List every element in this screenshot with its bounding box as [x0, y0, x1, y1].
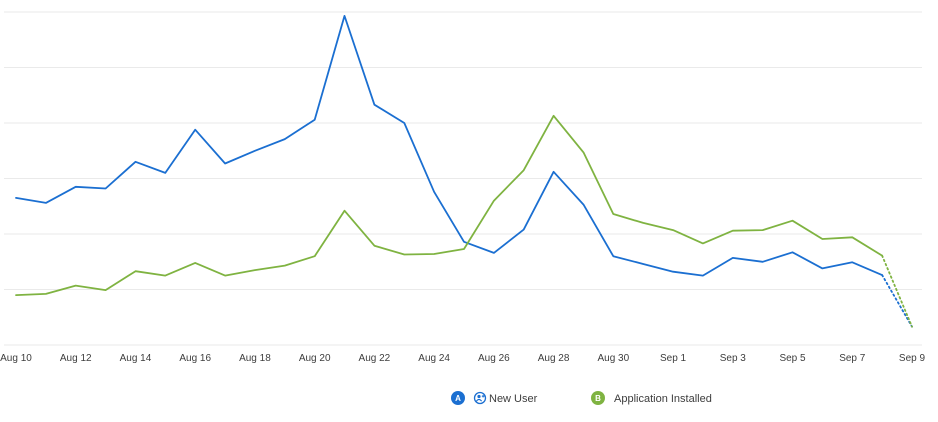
data-point-1-17[interactable]: [521, 167, 527, 173]
data-point-1-5[interactable]: [162, 273, 168, 279]
data-point-0-15[interactable]: [461, 239, 467, 245]
x-tick-label: Aug 12: [60, 353, 92, 364]
data-point-0-25[interactable]: [760, 259, 766, 265]
data-point-0-17[interactable]: [521, 227, 527, 233]
x-tick-label: Sep 3: [720, 353, 747, 364]
legend-item-0[interactable]: A New User: [451, 391, 538, 405]
data-point-0-24[interactable]: [730, 255, 736, 261]
data-point-0-27[interactable]: [819, 265, 825, 271]
x-tick-label: Sep 1: [660, 353, 687, 364]
x-tick-label: Sep 7: [839, 353, 866, 364]
data-point-1-12[interactable]: [371, 243, 377, 249]
x-tick-label: Aug 10: [0, 353, 32, 364]
data-point-1-14[interactable]: [431, 251, 437, 257]
data-point-1-6[interactable]: [192, 260, 198, 266]
x-tick-label: Aug 30: [597, 353, 629, 364]
legend-badge-letter: A: [455, 394, 461, 403]
data-point-0-6[interactable]: [192, 127, 198, 133]
data-point-1-27[interactable]: [819, 236, 825, 242]
series-line-1[interactable]: [15, 114, 883, 296]
data-point-1-25[interactable]: [760, 227, 766, 233]
data-point-0-5[interactable]: [162, 170, 168, 176]
data-point-0-21[interactable]: [640, 261, 646, 267]
x-tick-label: Aug 18: [239, 353, 271, 364]
data-point-1-11[interactable]: [342, 208, 348, 214]
data-point-0-18[interactable]: [551, 169, 557, 175]
data-point-0-20[interactable]: [610, 253, 616, 259]
data-point-1-20[interactable]: [610, 211, 616, 217]
x-tick-label: Aug 24: [418, 353, 450, 364]
data-point-0-2[interactable]: [73, 184, 79, 190]
data-point-0-13[interactable]: [401, 120, 407, 126]
data-point-0-29[interactable]: [879, 272, 885, 278]
data-point-1-16[interactable]: [491, 198, 497, 204]
data-point-1-8[interactable]: [252, 267, 258, 273]
data-point-1-4[interactable]: [132, 268, 138, 274]
data-point-1-3[interactable]: [103, 287, 109, 293]
legend-badge: [591, 391, 605, 405]
data-point-1-30[interactable]: [909, 324, 915, 330]
data-point-1-13[interactable]: [401, 252, 407, 258]
series-incomplete-segment-0: [881, 274, 913, 328]
data-point-1-1[interactable]: [43, 291, 49, 297]
x-tick-label: Aug 16: [179, 353, 211, 364]
data-point-0-4[interactable]: [132, 159, 138, 165]
data-point-1-19[interactable]: [580, 149, 586, 155]
data-point-0-7[interactable]: [222, 161, 228, 167]
data-point-0-9[interactable]: [282, 136, 288, 142]
series-1: [13, 113, 915, 330]
data-point-0-16[interactable]: [491, 250, 497, 256]
data-point-0-19[interactable]: [580, 202, 586, 208]
data-point-1-2[interactable]: [73, 283, 79, 289]
data-point-0-0[interactable]: [13, 195, 19, 201]
data-point-0-11[interactable]: [342, 13, 348, 19]
data-point-1-18[interactable]: [551, 113, 557, 119]
data-point-0-23[interactable]: [700, 273, 706, 279]
series-line-0[interactable]: [15, 15, 883, 277]
data-point-1-26[interactable]: [790, 218, 796, 224]
data-point-0-14[interactable]: [431, 189, 437, 195]
legend-item-1[interactable]: B Application Installed: [591, 391, 712, 405]
x-tick-label: Aug 14: [120, 353, 152, 364]
new-user-icon: [473, 391, 487, 405]
x-tick-label: Aug 26: [478, 353, 510, 364]
data-point-0-26[interactable]: [790, 249, 796, 255]
x-axis-tick-labels: Aug 10 Aug 12 Aug 14 Aug 16 Aug 18 Aug 20 Aug …: [0, 353, 925, 364]
series-0: [13, 13, 913, 328]
series-incomplete-segment-1: [881, 254, 913, 328]
legend: A New User B Application Installed: [451, 391, 712, 405]
series-lines: [13, 13, 915, 330]
data-point-1-0[interactable]: [13, 292, 19, 298]
data-point-1-9[interactable]: [282, 263, 288, 269]
x-tick-label: Sep 9: [899, 353, 926, 364]
data-point-1-15[interactable]: [461, 246, 467, 252]
legend-badge-letter: B: [595, 394, 601, 403]
data-point-1-23[interactable]: [700, 240, 706, 246]
data-point-1-10[interactable]: [312, 253, 318, 259]
legend-label: Application Installed: [614, 393, 712, 405]
data-point-0-12[interactable]: [371, 102, 377, 108]
x-tick-label: Aug 28: [538, 353, 570, 364]
data-point-1-7[interactable]: [222, 273, 228, 279]
data-point-1-24[interactable]: [730, 228, 736, 234]
x-tick-label: Aug 22: [359, 353, 391, 364]
data-point-0-8[interactable]: [252, 148, 258, 154]
legend-badge: [451, 391, 465, 405]
x-tick-label: Sep 5: [779, 353, 806, 364]
data-point-0-1[interactable]: [43, 200, 49, 206]
gridlines: [4, 11, 922, 346]
data-point-1-22[interactable]: [670, 227, 676, 233]
data-point-0-22[interactable]: [670, 269, 676, 275]
data-point-1-28[interactable]: [849, 234, 855, 240]
legend-label: New User: [489, 393, 538, 405]
data-point-0-3[interactable]: [103, 185, 109, 191]
data-point-1-29[interactable]: [879, 253, 885, 259]
data-point-0-10[interactable]: [312, 117, 318, 123]
x-tick-label: Aug 20: [299, 353, 331, 364]
data-point-1-21[interactable]: [640, 220, 646, 226]
data-point-0-28[interactable]: [849, 259, 855, 265]
